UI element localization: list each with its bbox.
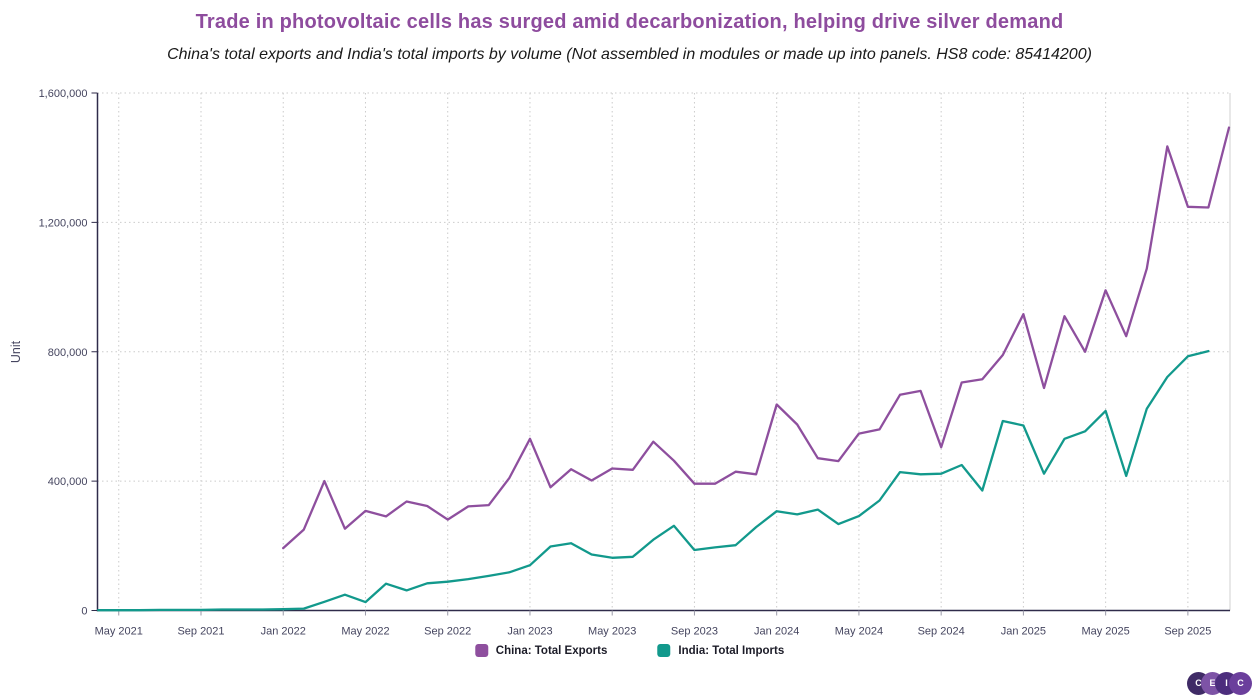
ceic-logo-circle: C — [1229, 672, 1252, 695]
chart-subtitle: China's total exports and India's total … — [167, 46, 1092, 63]
y-tick-label: 0 — [81, 606, 87, 618]
x-tick-label: Sep 2024 — [918, 626, 965, 638]
series-line-china-total-exports — [282, 126, 1231, 550]
y-tick-label: 1,200,000 — [39, 217, 88, 229]
y-tick-label: 800,000 — [48, 347, 88, 359]
x-tick-label: Sep 2023 — [671, 626, 718, 638]
x-tick-label: Jan 2025 — [1001, 626, 1046, 638]
legend-label-china: China: Total Exports — [495, 644, 608, 657]
y-tick-label: 1,600,000 — [39, 88, 88, 100]
legend-item-china-total-exports: China: Total Exports — [474, 644, 608, 657]
series-line-india-total-imports — [97, 349, 1210, 612]
x-tick-label: May 2024 — [835, 626, 883, 638]
y-tick-label: 400,000 — [48, 476, 88, 488]
x-tick-label: May 2021 — [95, 626, 143, 638]
legend-item-india-total-imports: India: Total Imports — [657, 644, 784, 657]
x-tick-label: May 2022 — [341, 626, 389, 638]
legend-swatch-china — [474, 644, 488, 657]
legend-swatch-india — [657, 644, 671, 657]
x-tick-label: Jan 2023 — [507, 626, 552, 638]
x-tick-label: Sep 2021 — [177, 626, 224, 638]
legend-label-india: India: Total Imports — [678, 644, 785, 657]
y-axis-title: Unit — [9, 340, 23, 363]
x-tick-label: Sep 2025 — [1164, 626, 1211, 638]
x-tick-label: Jan 2024 — [754, 626, 799, 638]
x-tick-label: May 2025 — [1081, 626, 1129, 638]
legend: China: Total Exports India: Total Import… — [474, 644, 784, 657]
x-tick-label: Jan 2022 — [261, 626, 306, 638]
chart-title: Trade in photovoltaic cells has surged a… — [195, 11, 1064, 33]
x-tick-label: Sep 2022 — [424, 626, 471, 638]
x-tick-label: May 2023 — [588, 626, 636, 638]
